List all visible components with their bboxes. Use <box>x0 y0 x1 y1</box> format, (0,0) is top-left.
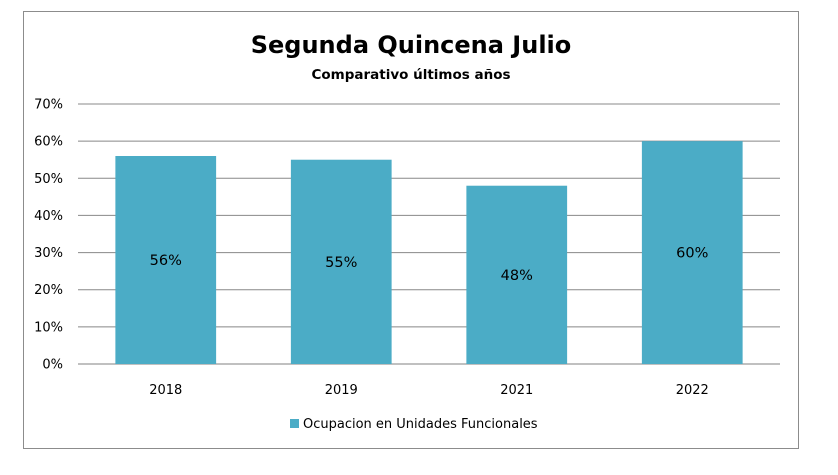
data-label-2021: 48% <box>501 268 533 284</box>
x-tick-label-2022: 2022 <box>676 383 709 398</box>
y-tick-label: 30% <box>34 246 63 261</box>
x-tick-label-2018: 2018 <box>149 383 182 398</box>
legend-swatch <box>290 419 299 428</box>
y-tick-label: 20% <box>34 283 63 298</box>
labels-layer: 56% 2018 55% 2019 48% 2021 60% 2022 <box>149 246 709 398</box>
y-tick-label: 70% <box>34 98 63 113</box>
chart-subtitle: Comparativo últimos años <box>311 67 510 83</box>
y-tick-label: 10% <box>34 320 63 335</box>
x-tick-label-2021: 2021 <box>500 383 533 398</box>
y-tick-label: 40% <box>34 209 63 224</box>
bar-2021 <box>466 185 568 364</box>
chart-title: Segunda Quincena Julio <box>251 31 572 59</box>
y-tick-label: 0% <box>42 358 63 373</box>
bar-2018 <box>115 156 217 364</box>
x-tick-label-2019: 2019 <box>325 383 358 398</box>
bar-2022 <box>641 141 743 364</box>
legend-label: Ocupacion en Unidades Funcionales <box>303 417 538 432</box>
bars-layer <box>115 141 743 364</box>
y-tick-label: 60% <box>34 135 63 150</box>
bar-2019 <box>290 159 392 364</box>
legend: Ocupacion en Unidades Funcionales <box>290 417 538 432</box>
data-label-2018: 56% <box>150 253 182 269</box>
data-label-2022: 60% <box>676 246 708 262</box>
y-tick-label: 50% <box>34 172 63 187</box>
data-label-2019: 55% <box>325 255 357 271</box>
